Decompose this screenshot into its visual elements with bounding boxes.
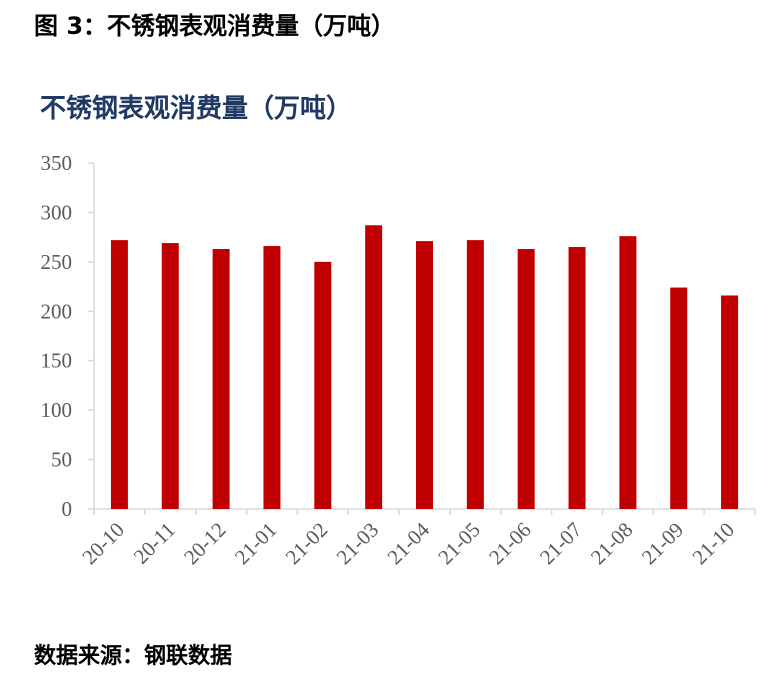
x-tick-label: 21-10 <box>687 518 739 570</box>
y-tick-label: 150 <box>41 349 73 373</box>
source-note: 数据来源：钢联数据 <box>34 644 233 669</box>
y-tick-label: 250 <box>41 250 73 274</box>
x-tick-label: 21-07 <box>535 518 587 570</box>
y-tick-label: 100 <box>41 398 73 422</box>
bar <box>161 243 179 509</box>
bar <box>466 240 484 509</box>
x-tick-label: 21-09 <box>637 518 689 570</box>
x-tick-label: 20-12 <box>179 518 231 570</box>
x-tick-label: 20-11 <box>129 518 180 569</box>
y-tick-label: 200 <box>41 299 73 323</box>
bar <box>212 249 230 509</box>
x-tick-label: 21-06 <box>484 518 536 570</box>
bar <box>517 249 535 509</box>
x-tick-label: 21-04 <box>382 517 434 569</box>
chart-title: 不锈钢表观消费量（万吨） <box>40 94 353 124</box>
bar-series <box>110 225 739 510</box>
bar <box>314 261 332 509</box>
x-tick-label: 21-01 <box>230 518 282 570</box>
bar <box>619 236 637 509</box>
bar <box>670 287 688 509</box>
y-tick-label: 0 <box>62 497 73 521</box>
y-tick-label: 300 <box>41 200 73 224</box>
x-tick-label: 20-10 <box>77 518 129 570</box>
y-tick-label: 50 <box>51 448 72 472</box>
x-tick-label: 21-05 <box>433 518 485 570</box>
x-tick-label: 21-08 <box>586 518 638 570</box>
x-tick-label: 21-02 <box>281 518 333 570</box>
y-tick-label: 350 <box>41 151 73 175</box>
y-axis: 0 50 100 150 200 250 300 350 <box>41 151 95 521</box>
bar <box>721 295 739 509</box>
x-tick-label: 21-03 <box>332 518 384 570</box>
bar <box>365 225 383 509</box>
bar <box>263 246 281 510</box>
bar <box>568 247 586 509</box>
x-axis: 20-10 20-11 20-12 21-01 21-02 21-03 21-04 21-05… <box>77 508 756 570</box>
bar <box>110 240 128 509</box>
bar <box>416 241 433 509</box>
figure-caption: 图 3：不锈钢表观消费量（万吨） <box>34 12 396 40</box>
